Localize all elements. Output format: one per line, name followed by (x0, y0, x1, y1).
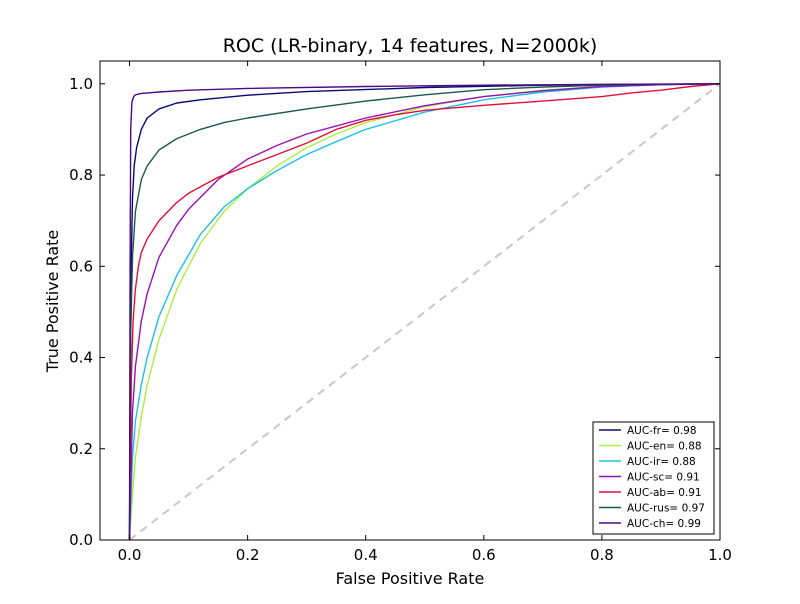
legend-label-5: AUC-rus= 0.97 (627, 503, 705, 515)
series-line-2 (128, 83, 720, 540)
axes-frame (99, 60, 721, 541)
diagonal-reference-line (128, 83, 720, 540)
legend-label-0: AUC-fr= 0.98 (627, 425, 697, 437)
legend-box (592, 421, 715, 535)
x-tick-label: 0.8 (590, 546, 614, 564)
y-tick-label: 0.8 (69, 166, 93, 184)
series-line-0 (128, 83, 720, 540)
x-tick-label: 0.2 (236, 546, 260, 564)
x-tick-label: 0.6 (472, 546, 496, 564)
y-axis-label: True Positive Rate (43, 230, 62, 374)
y-tick-label: 1.0 (69, 75, 93, 93)
plot-lines (128, 83, 720, 540)
chart-title: ROC (LR-binary, 14 features, N=2000k) (223, 35, 598, 57)
y-tick-label: 0.4 (69, 349, 93, 367)
legend: AUC-fr= 0.98 AUC-en= 0.88 AUC-ir= 0.88 AUC-… (592, 421, 715, 535)
legend-label-3: AUC-sc= 0.91 (627, 472, 700, 484)
legend-label-2: AUC-ir= 0.88 (627, 456, 696, 468)
y-tick-label: 0.0 (69, 531, 93, 549)
x-tick-label: 0.0 (118, 546, 142, 564)
series-line-6 (128, 83, 720, 540)
x-tick-label: 0.4 (354, 546, 378, 564)
series-line-5 (128, 83, 720, 540)
x-axis-label: False Positive Rate (336, 569, 485, 588)
y-tick-label: 0.6 (69, 257, 93, 275)
y-tick-label: 0.2 (69, 440, 93, 458)
series-line-4 (128, 83, 720, 540)
legend-label-4: AUC-ab= 0.91 (627, 487, 702, 499)
plot-area: 0.0 0.2 0.4 0.6 0.8 1.0 0.0 0.2 0.4 0.6 0.8 1.0 (69, 60, 732, 564)
legend-label-1: AUC-en= 0.88 (627, 441, 702, 453)
x-tick-label: 1.0 (708, 546, 732, 564)
legend-label-6: AUC-ch= 0.99 (627, 518, 701, 530)
series-line-3 (128, 83, 720, 540)
